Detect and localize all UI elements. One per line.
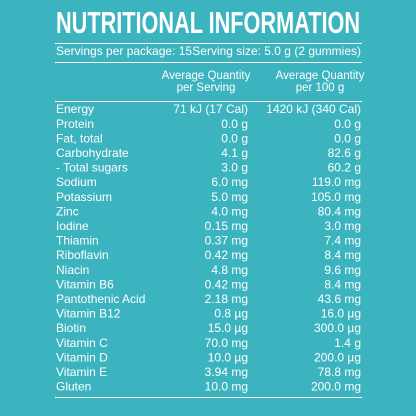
nutrient-name: Zinc [56,204,79,218]
servings-per-package: Servings per package: 15 [56,44,192,58]
nutrient-value: 0.0 g [334,117,361,131]
nutrient-name: Vitamin C [56,336,108,350]
column-header: Average Quantity [276,70,365,82]
nutrient-value: 3.0 g [221,161,248,175]
column-header: per Serving [177,82,236,94]
nutrient-name: Sodium [56,175,97,189]
nutrient-name: Energy [56,102,94,116]
serving-size: Serving size: 5.0 g (2 gummies) [192,44,361,58]
nutrient-name: Thiamin [56,234,99,248]
nutrient-value: 200.0 mg [311,380,361,394]
nutrient-name: - Total sugars [56,161,128,175]
nutrient-value: 82.6 g [328,146,361,160]
nutrient-value: 3.0 mg [324,219,361,233]
nutrient-name: Iodine [56,219,89,233]
nutrient-value: 5.0 mg [211,190,248,204]
nutrient-name: Protein [56,117,94,131]
nutrient-name: Carbohydrate [56,146,129,160]
nutrient-value: 0.42 mg [205,248,248,262]
nutrient-value: 300.0 µg [314,321,361,335]
nutrient-value: 0.0 g [334,131,361,145]
nutrient-name: Vitamin D [56,350,108,364]
nutrient-value: 0.8 µg [214,307,248,321]
nutrient-name: Vitamin B12 [56,307,121,321]
nutrient-value: 0.37 mg [205,234,248,248]
nutrient-value: 1.4 g [334,336,361,350]
nutrient-name: Vitamin E [56,365,107,379]
nutrient-value: 4.1 g [221,146,248,160]
nutrient-name: Potassium [56,190,112,204]
nutrient-name: Vitamin B6 [56,277,114,291]
nutrient-value: 8.4 mg [324,277,361,291]
nutrient-value: 78.8 mg [318,365,361,379]
column-header: Average Quantity [162,70,251,82]
nutrient-name: Gluten [56,380,91,394]
nutrient-value: 0.15 mg [205,219,248,233]
nutrient-value: 119.0 mg [312,175,361,189]
nutrient-value: 6.0 mg [211,175,248,189]
nutrient-value: 10.0 mg [205,380,248,394]
nutrient-value: 1420 kJ (340 Cal) [266,102,361,116]
nutrient-value: 3.94 mg [205,365,248,379]
nutrient-value: 16.0 µg [321,307,361,321]
nutrient-value: 43.6 mg [318,292,361,306]
nutrient-name: Riboflavin [56,248,109,262]
nutrient-value: 8.4 mg [324,248,361,262]
nutrient-value: 105.0 mg [311,190,361,204]
nutrient-value: 4.0 mg [211,204,248,218]
nutrient-value: 9.6 mg [324,263,361,277]
nutrient-value: 15.0 µg [208,321,248,335]
title: NUTRITIONAL INFORMATION [56,5,360,40]
nutrient-value: 7.4 mg [324,234,361,248]
nutrient-value: 4.8 mg [211,263,248,277]
nutrient-value: 60.2 g [328,161,361,175]
nutrient-value: 0.0 g [221,117,248,131]
nutrient-value: 71 kJ (17 Cal) [173,102,248,116]
nutrient-value: 0.42 mg [205,277,248,291]
nutrient-name: Pantothenic Acid [56,292,145,306]
nutrient-value: 80.4 mg [318,204,361,218]
column-header: per 100 g [296,82,345,94]
nutrient-value: 200.0 µg [314,350,361,364]
nutrient-value: 70.0 mg [205,336,248,350]
nutrient-name: Niacin [56,263,89,277]
nutrient-value: 0.0 g [221,131,248,145]
nutrient-value: 10.0 µg [208,350,248,364]
nutrient-name: Biotin [56,321,86,335]
nutrient-name: Fat, total [56,131,103,145]
nutrient-value: 2.18 mg [205,292,248,306]
